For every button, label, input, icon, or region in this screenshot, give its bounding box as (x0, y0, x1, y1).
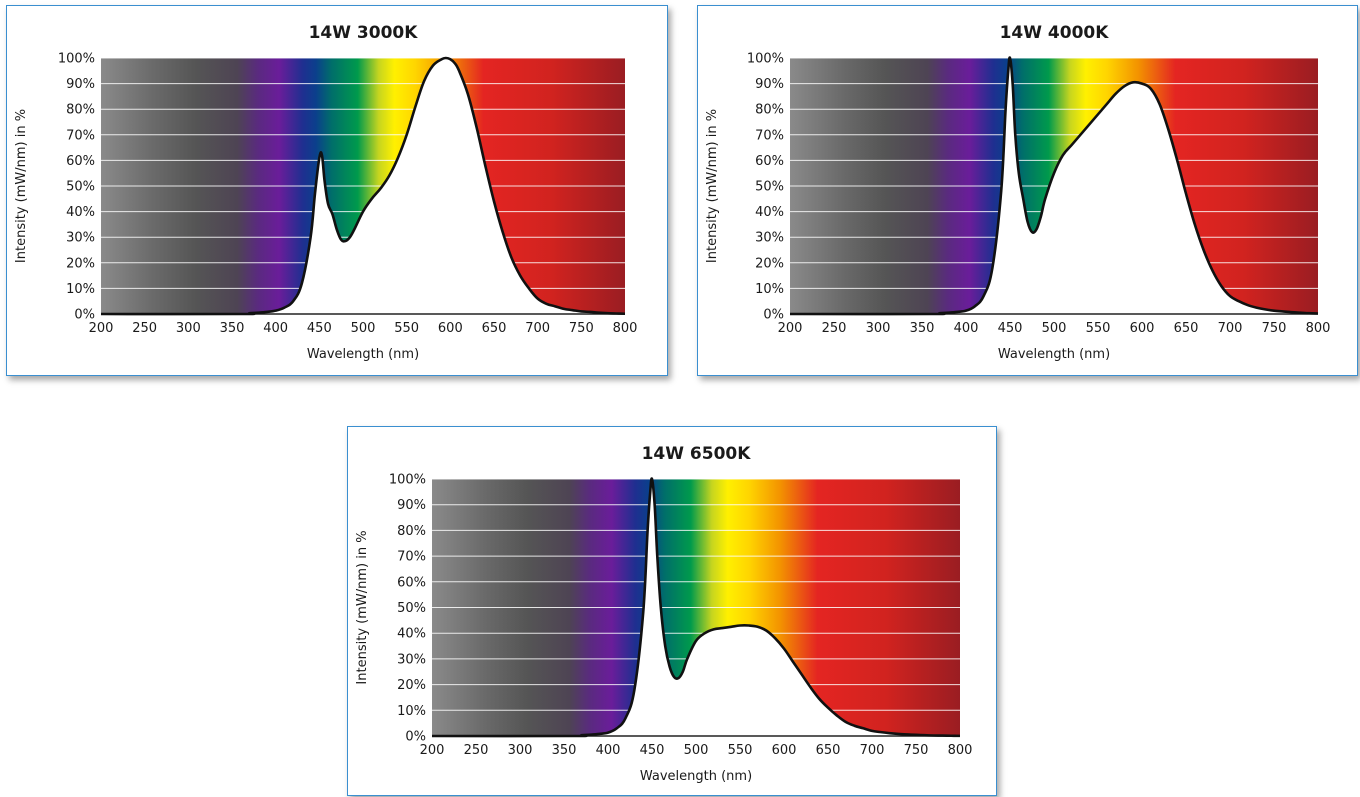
x-tick-label: 750 (904, 743, 929, 758)
y-tick-label: 80% (66, 103, 95, 118)
x-tick-label: 500 (1042, 321, 1067, 336)
y-tick-label: 40% (66, 205, 95, 220)
chart-title: 14W 3000K (309, 23, 419, 43)
x-tick-label: 700 (1218, 321, 1243, 336)
y-tick-label: 90% (755, 77, 784, 92)
spectral-curve (789, 56, 1319, 316)
spectral-curve (100, 56, 626, 316)
x-tick-label: 650 (1174, 321, 1199, 336)
y-axis-label: Intensity (mW/nm) in % (14, 109, 29, 263)
x-tick-label: 450 (998, 321, 1023, 336)
x-axis-label: Wavelength (nm) (307, 347, 419, 362)
x-tick-label: 200 (778, 321, 803, 336)
chart-panel-4000k: 14W 4000K 0% 10% 20% 30% 40% 50% 60% 70% 80% 90% 10… (697, 5, 1358, 376)
x-tick-label: 750 (569, 321, 594, 336)
y-tick-label: 90% (397, 498, 426, 513)
x-tick-label: 400 (596, 743, 621, 758)
spectrum-chart: 14W 3000K 0% 10% 20% 30% 40% 50% 60% 70% 80% 90% 10… (14, 23, 638, 362)
chart-panel-6500k: 14W 6500K 0% 10% 20% 30% 40% 50% 60% 70% 80% 90% 10… (347, 426, 997, 796)
x-tick-label: 800 (613, 321, 638, 336)
x-tick-label: 450 (640, 743, 665, 758)
y-tick-label: 60% (397, 575, 426, 590)
y-tick-label: 0% (74, 308, 95, 323)
x-tick-label: 400 (263, 321, 288, 336)
x-tick-label: 700 (860, 743, 885, 758)
x-tick-label: 550 (728, 743, 753, 758)
x-tick-label: 450 (307, 321, 332, 336)
y-tick-label: 80% (397, 524, 426, 539)
spectrum-chart: 14W 4000K 0% 10% 20% 30% 40% 50% 60% 70% 80% 90% 10… (705, 23, 1331, 362)
x-tick-label: 650 (482, 321, 507, 336)
area-under-curve (790, 57, 1318, 315)
x-tick-label: 300 (176, 321, 201, 336)
y-tick-label: 0% (763, 308, 784, 323)
x-tick-label: 600 (438, 321, 463, 336)
x-tick-label: 300 (508, 743, 533, 758)
x-tick-label: 350 (220, 321, 245, 336)
y-tick-label: 40% (755, 205, 784, 220)
y-tick-label: 60% (755, 154, 784, 169)
x-tick-label: 800 (1306, 321, 1331, 336)
x-tick-label: 550 (1086, 321, 1111, 336)
x-tick-label: 200 (420, 743, 445, 758)
x-tick-label: 500 (684, 743, 709, 758)
y-tick-label: 70% (397, 550, 426, 565)
y-tick-label: 90% (66, 77, 95, 92)
y-tick-label: 10% (755, 282, 784, 297)
y-tick-label: 30% (66, 231, 95, 246)
x-tick-label: 650 (816, 743, 841, 758)
y-tick-label: 80% (755, 103, 784, 118)
y-tick-label: 30% (397, 652, 426, 667)
x-tick-label: 500 (351, 321, 376, 336)
x-tick-label: 750 (1262, 321, 1287, 336)
y-tick-label: 100% (58, 52, 95, 67)
chart-title: 14W 4000K (1000, 23, 1110, 43)
x-tick-label: 600 (772, 743, 797, 758)
x-tick-label: 800 (948, 743, 973, 758)
y-tick-label: 20% (66, 256, 95, 271)
x-tick-label: 250 (822, 321, 847, 336)
x-tick-label: 350 (910, 321, 935, 336)
y-tick-label: 100% (389, 473, 426, 488)
y-tick-label: 50% (66, 180, 95, 195)
x-tick-label: 600 (1130, 321, 1155, 336)
x-tick-label: 400 (954, 321, 979, 336)
y-tick-label: 60% (66, 154, 95, 169)
x-axis-label: Wavelength (nm) (640, 769, 752, 784)
y-tick-label: 70% (66, 128, 95, 143)
y-tick-label: 70% (755, 128, 784, 143)
spectral-curve (431, 477, 961, 738)
y-axis-label: Intensity (mW/nm) in % (355, 530, 370, 684)
x-tick-label: 250 (464, 743, 489, 758)
y-axis-label: Intensity (mW/nm) in % (705, 109, 720, 263)
chart-panel-3000k: 14W 3000K 0% 10% 20% 30% 40% 50% 60% 70% 80% 90% 10… (6, 5, 668, 376)
y-tick-label: 20% (397, 678, 426, 693)
y-tick-label: 0% (405, 730, 426, 745)
x-tick-label: 350 (552, 743, 577, 758)
area-under-curve (432, 478, 960, 737)
x-tick-label: 250 (132, 321, 157, 336)
area-under-curve (101, 57, 625, 315)
x-tick-label: 700 (525, 321, 550, 336)
x-axis-label: Wavelength (nm) (998, 347, 1110, 362)
x-tick-label: 200 (89, 321, 114, 336)
y-tick-label: 40% (397, 627, 426, 642)
x-tick-label: 550 (394, 321, 419, 336)
y-tick-label: 100% (747, 52, 784, 67)
x-tick-label: 300 (866, 321, 891, 336)
y-tick-label: 50% (397, 601, 426, 616)
y-tick-label: 10% (66, 282, 95, 297)
y-tick-label: 10% (397, 704, 426, 719)
spectrum-chart: 14W 6500K 0% 10% 20% 30% 40% 50% 60% 70% 80% 90% 10… (355, 444, 973, 784)
chart-title: 14W 6500K (642, 444, 752, 464)
y-tick-label: 20% (755, 256, 784, 271)
y-tick-label: 50% (755, 180, 784, 195)
y-tick-label: 30% (755, 231, 784, 246)
